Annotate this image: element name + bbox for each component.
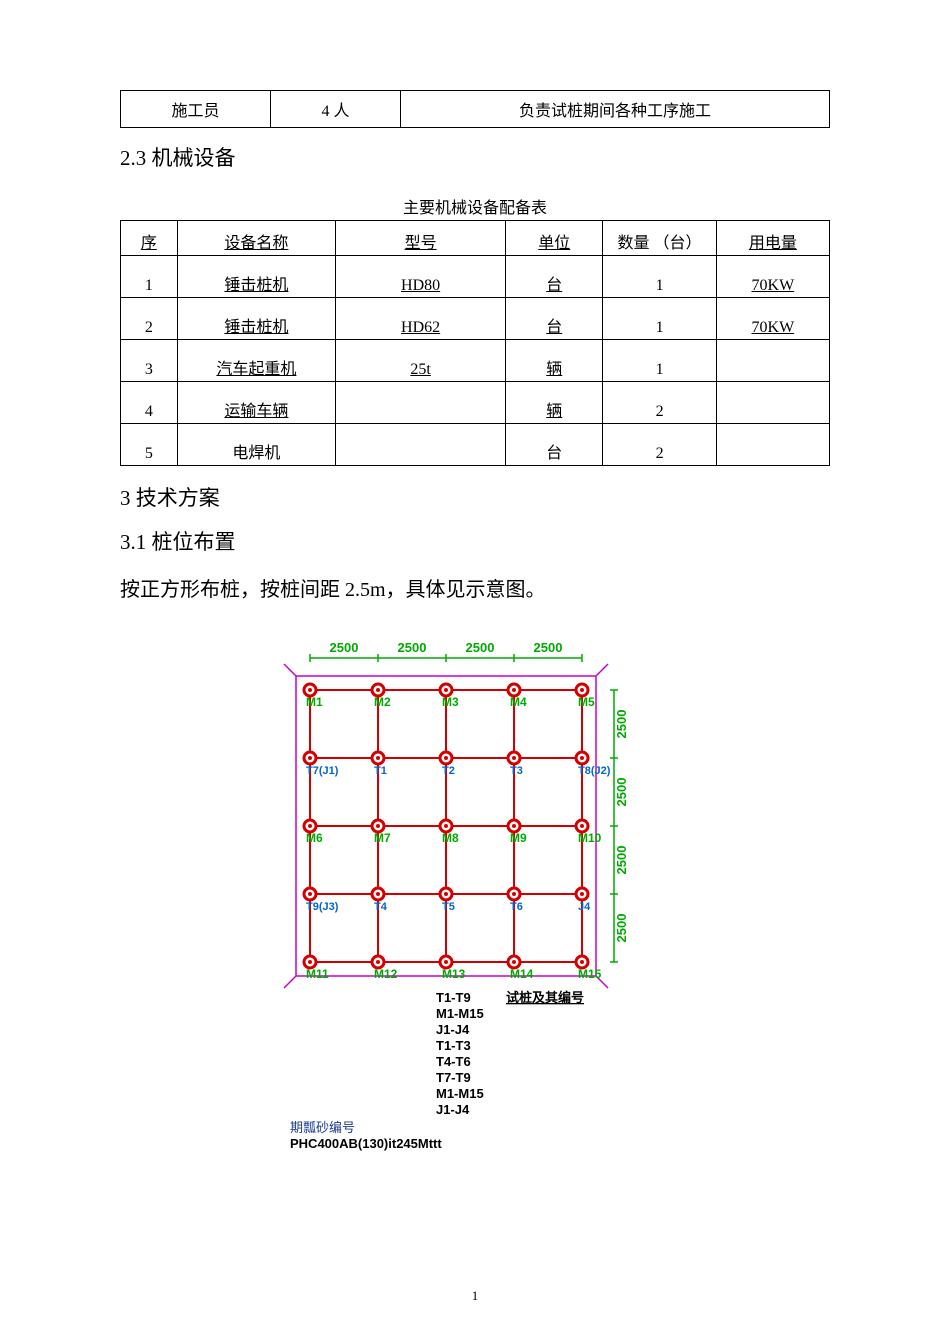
- svg-text:M3: M3: [442, 695, 459, 709]
- svg-text:M13: M13: [442, 967, 466, 981]
- svg-text:T4-T6: T4-T6: [436, 1054, 471, 1069]
- personnel-table-row: 施工员 4 人 负责试桩期间各种工序施工: [120, 90, 830, 128]
- svg-text:2500: 2500: [330, 640, 359, 655]
- section-3-heading: 3 技术方案: [120, 482, 830, 512]
- svg-text:T3: T3: [510, 765, 523, 777]
- svg-text:T4: T4: [374, 901, 388, 913]
- page-number: 1: [0, 1288, 950, 1304]
- svg-text:M6: M6: [306, 831, 323, 845]
- pile-layout-svg: 2500 2500 2500 2500 2500 2500 2500 2500 M1 M2 M3 M4…: [260, 630, 690, 1190]
- section-3-1-body: 按正方形布桩，按桩间距 2.5m，具体见示意图。: [120, 574, 830, 606]
- svg-text:M5: M5: [578, 695, 595, 709]
- svg-text:M11: M11: [306, 967, 329, 981]
- section-3-1-heading: 3.1 桩位布置: [120, 526, 830, 556]
- svg-text:T6: T6: [510, 901, 523, 913]
- svg-text:2500: 2500: [614, 846, 629, 875]
- th-name: 设备名称: [177, 221, 336, 256]
- svg-text:2500: 2500: [614, 778, 629, 807]
- svg-text:T1: T1: [374, 765, 387, 777]
- svg-text:T9(J3): T9(J3): [306, 901, 339, 913]
- svg-text:2500: 2500: [398, 640, 427, 655]
- svg-text:M9: M9: [510, 831, 527, 845]
- svg-text:M14: M14: [510, 967, 534, 981]
- personnel-count: 4 人: [271, 91, 401, 128]
- table-row: 4运输车辆辆2: [121, 382, 830, 424]
- svg-text:M8: M8: [442, 831, 459, 845]
- svg-text:2500: 2500: [534, 640, 563, 655]
- svg-text:试桩及其编号: 试桩及其编号: [506, 990, 584, 1005]
- personnel-duty: 负责试桩期间各种工序施工: [401, 91, 830, 128]
- svg-text:T7(J1): T7(J1): [306, 765, 339, 777]
- svg-text:J1-J4: J1-J4: [436, 1022, 470, 1037]
- svg-text:T1-T3: T1-T3: [436, 1038, 471, 1053]
- svg-text:M7: M7: [374, 831, 391, 845]
- svg-text:PHC400AB(130)it245Mttt: PHC400AB(130)it245Mttt: [290, 1136, 442, 1151]
- equipment-table: 序 设备名称 型号 单位 数量 （台） 用电量 1锤击桩机HD80台170KW2…: [120, 220, 830, 466]
- svg-text:M2: M2: [374, 695, 391, 709]
- th-model: 型号: [336, 221, 506, 256]
- svg-text:M1: M1: [306, 695, 323, 709]
- equipment-table-caption: 主要机械设备配备表: [120, 194, 830, 218]
- section-2-3-heading: 2.3 机械设备: [120, 142, 830, 172]
- svg-text:T7-T9: T7-T9: [436, 1070, 471, 1085]
- th-seq: 序: [121, 221, 178, 256]
- pile-layout-diagram: 2500 2500 2500 2500 2500 2500 2500 2500 M1 M2 M3 M4…: [120, 630, 830, 1190]
- table-row: 2锤击桩机HD62台170KW: [121, 298, 830, 340]
- svg-text:T5: T5: [442, 901, 455, 913]
- th-unit: 单位: [506, 221, 603, 256]
- table-row: 5电焊机台2: [121, 424, 830, 466]
- svg-text:M10: M10: [578, 831, 602, 845]
- th-power: 用电量: [716, 221, 829, 256]
- svg-text:T1-T9: T1-T9: [436, 990, 471, 1005]
- svg-text:M12: M12: [374, 967, 398, 981]
- svg-text:T2: T2: [442, 765, 455, 777]
- svg-text:T8(J2): T8(J2): [578, 765, 611, 777]
- svg-text:2500: 2500: [614, 914, 629, 943]
- th-qty: 数量 （台）: [603, 221, 716, 256]
- svg-text:M1-M15: M1-M15: [436, 1006, 484, 1021]
- svg-text:J1-J4: J1-J4: [436, 1102, 470, 1117]
- svg-text:2500: 2500: [614, 710, 629, 739]
- svg-text:M15: M15: [578, 967, 602, 981]
- table-row: 1锤击桩机HD80台170KW: [121, 256, 830, 298]
- table-row: 3汽车起重机25t辆1: [121, 340, 830, 382]
- svg-text:M1-M15: M1-M15: [436, 1086, 484, 1101]
- svg-text:期瓢砂编号: 期瓢砂编号: [290, 1120, 355, 1135]
- svg-text:2500: 2500: [466, 640, 495, 655]
- svg-text:M4: M4: [510, 695, 527, 709]
- svg-text:J4: J4: [578, 901, 591, 913]
- personnel-role: 施工员: [121, 91, 271, 128]
